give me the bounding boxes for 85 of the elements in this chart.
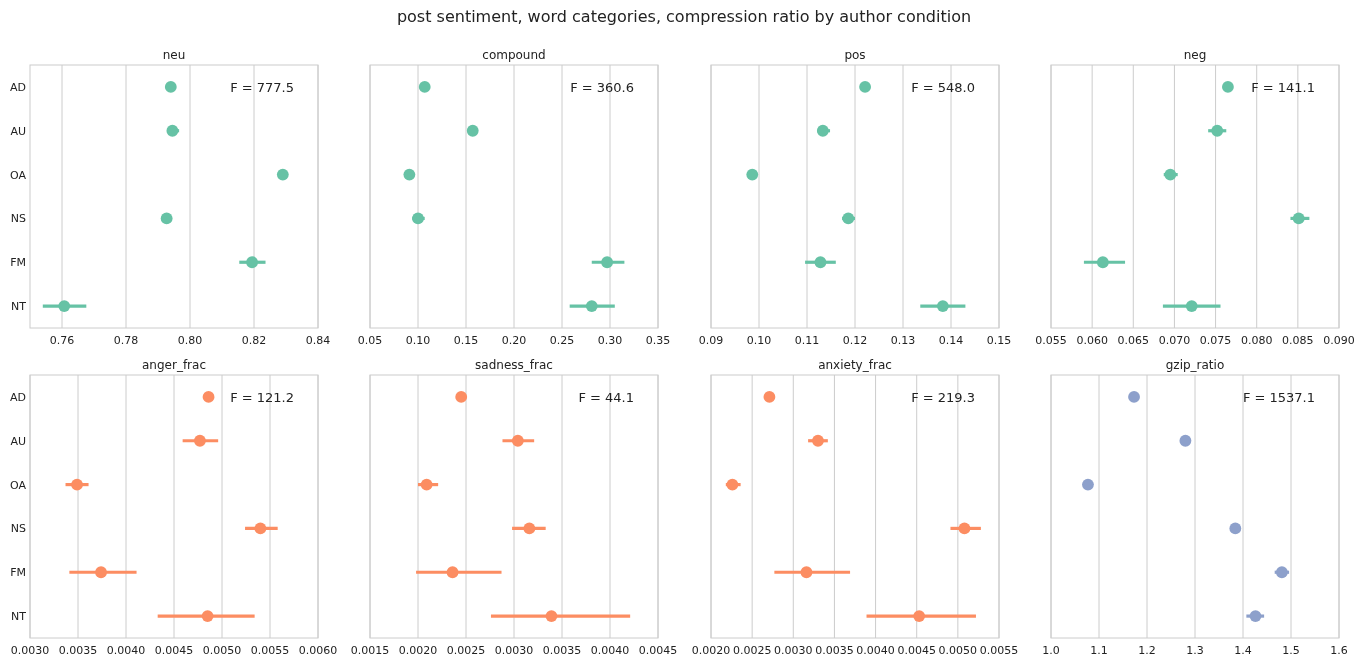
x-tick-label: 0.0025 <box>732 644 772 657</box>
x-tick-label: 0.76 <box>49 334 75 347</box>
x-tick-label: 0.0040 <box>856 644 895 657</box>
x-tick-label: 0.0060 <box>298 644 338 657</box>
annotation: F = 44.1 <box>578 390 634 405</box>
annotation: F = 360.6 <box>570 80 634 95</box>
x-tick-label: 0.20 <box>501 334 527 347</box>
x-tick-label: 0.14 <box>938 334 964 347</box>
x-tick-label: 0.065 <box>1117 334 1150 347</box>
x-tick-label: 0.10 <box>746 334 772 347</box>
y-tick-label: OA <box>10 478 27 492</box>
x-tick-label: 0.090 <box>1323 334 1355 347</box>
y-tick-label: FM <box>10 256 26 270</box>
x-tick-label: 0.0020 <box>691 644 731 657</box>
x-tick-label: 0.0045 <box>638 644 678 657</box>
x-tick-label: 0.0030 <box>494 644 534 657</box>
chart-title: gzip_ratio <box>1165 358 1225 372</box>
x-tick-label: 0.0040 <box>590 644 630 657</box>
x-tick-label: 0.10 <box>405 334 431 347</box>
x-tick-label: 1.2 <box>1138 644 1156 657</box>
x-tick-label: 0.15 <box>453 334 479 347</box>
x-tick-label: 1.6 <box>1330 644 1348 657</box>
x-tick-label: 0.05 <box>357 334 383 347</box>
chart-title: anger_frac <box>141 358 207 372</box>
x-tick-label: 0.0050 <box>938 644 978 657</box>
x-tick-label: 0.80 <box>177 334 203 347</box>
x-tick-label: 0.0055 <box>250 644 290 657</box>
text: post sentiment, word categories, compression ratio by author condition <box>396 7 972 26</box>
y-tick-label: NS <box>10 522 27 536</box>
x-tick-label: 0.0045 <box>897 644 936 657</box>
annotation: F = 141.1 <box>1251 80 1315 95</box>
annotation: F = 777.5 <box>230 80 294 95</box>
x-tick-label: 0.78 <box>113 334 139 347</box>
annotation: F = 1537.1 <box>1242 390 1315 405</box>
y-tick-label: FM <box>10 566 26 580</box>
y-tick-label: NT <box>11 610 27 624</box>
annotation: F = 121.2 <box>230 390 294 405</box>
x-tick-label: 0.35 <box>645 334 671 347</box>
chart-title: compound <box>482 48 546 62</box>
x-tick-label: 0.09 <box>698 334 724 347</box>
x-tick-label: 1.1 <box>1090 644 1108 657</box>
x-tick-label: 0.0045 <box>154 644 194 657</box>
chart-title: neu <box>162 48 186 62</box>
x-tick-label: 0.060 <box>1076 334 1108 347</box>
y-tick-label: NT <box>11 300 27 314</box>
x-tick-label: 0.080 <box>1240 334 1273 347</box>
y-tick-label: AU <box>10 434 26 448</box>
chart-title: sadness_frac <box>475 358 553 372</box>
annotation: F = 219.3 <box>911 390 975 405</box>
y-tick-label: AD <box>10 390 26 404</box>
annotation: F = 548.0 <box>911 80 975 95</box>
x-tick-label: 0.0030 <box>10 644 50 657</box>
chart-title: neg <box>1183 48 1207 62</box>
x-tick-label: 1.5 <box>1282 644 1300 657</box>
y-tick-label: OA <box>10 168 27 182</box>
x-tick-label: 0.84 <box>305 334 331 347</box>
x-tick-label: 0.0035 <box>542 644 582 657</box>
x-tick-label: 0.11 <box>794 334 820 347</box>
y-tick-label: AU <box>10 124 26 138</box>
x-tick-label: 0.0030 <box>774 644 813 657</box>
x-tick-label: 0.25 <box>549 334 575 347</box>
x-tick-label: 0.0020 <box>398 644 438 657</box>
x-tick-label: 0.15 <box>986 334 1012 347</box>
x-tick-label: 0.070 <box>1158 334 1191 347</box>
y-tick-label: NS <box>10 212 27 226</box>
x-tick-label: 0.30 <box>597 334 623 347</box>
y-tick-label: AD <box>10 80 26 94</box>
chart-title: anxiety_frac <box>818 358 892 372</box>
chart-title: pos <box>844 48 866 62</box>
x-tick-label: 0.055 <box>1035 334 1067 347</box>
x-tick-label: 0.0035 <box>815 644 854 657</box>
x-tick-label: 0.085 <box>1282 334 1314 347</box>
x-tick-label: 0.12 <box>842 334 868 347</box>
x-tick-label: 1.3 <box>1186 644 1204 657</box>
x-tick-label: 1.4 <box>1234 644 1252 657</box>
x-tick-label: 0.0025 <box>446 644 486 657</box>
x-tick-label: 0.0040 <box>106 644 146 657</box>
x-tick-label: 0.075 <box>1199 334 1232 347</box>
x-tick-label: 0.0015 <box>350 644 390 657</box>
x-tick-label: 0.82 <box>241 334 267 347</box>
x-tick-label: 0.0050 <box>202 644 242 657</box>
x-tick-label: 1.0 <box>1042 644 1060 657</box>
x-tick-label: 0.0035 <box>58 644 98 657</box>
x-tick-label: 0.0055 <box>979 644 1019 657</box>
x-tick-label: 0.13 <box>890 334 916 347</box>
